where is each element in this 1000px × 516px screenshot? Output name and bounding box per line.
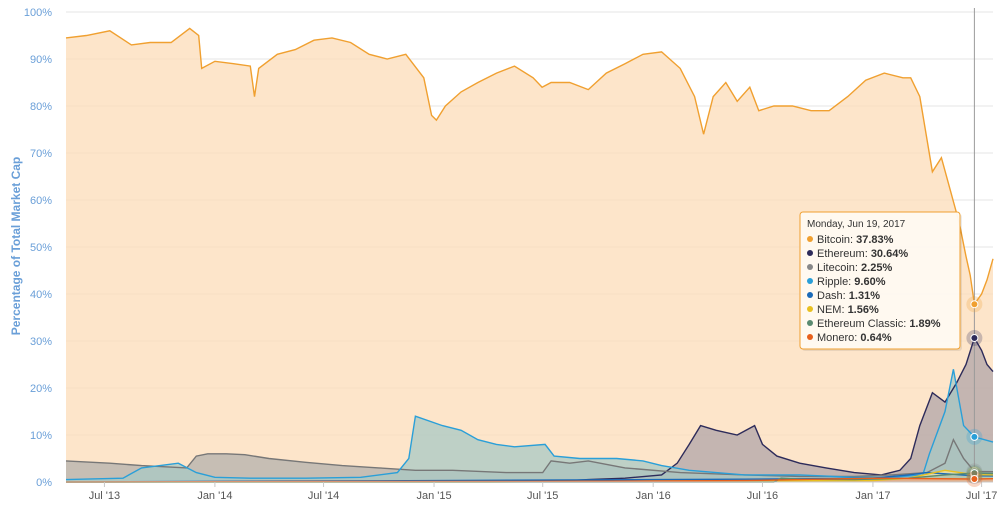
y-axis-label: Percentage of Total Market Cap: [9, 157, 23, 336]
ethereum-classic-tooltip-label: Ethereum Classic:: [817, 318, 909, 330]
y-tick-label: 70%: [30, 148, 52, 160]
ethereum-classic-tooltip-swatch: [807, 320, 813, 326]
ripple-tooltip-label: Ripple:: [817, 276, 854, 288]
dash-tooltip-value: 1.31%: [849, 290, 880, 302]
bitcoin-tooltip-swatch: [807, 236, 813, 242]
y-tick-label: 40%: [30, 289, 52, 301]
ripple-area: [66, 369, 993, 482]
bitcoin-marker: [970, 300, 979, 309]
y-tick-label: 90%: [30, 54, 52, 66]
y-tick-label: 60%: [30, 195, 52, 207]
monero-tooltip-entry: Monero: 0.64%: [817, 332, 892, 344]
litecoin-tooltip-label: Litecoin:: [817, 262, 861, 274]
ripple-tooltip-entry: Ripple: 9.60%: [817, 276, 886, 288]
ethereum-classic-tooltip-value: 1.89%: [909, 318, 940, 330]
ethereum-tooltip-label: Ethereum:: [817, 248, 871, 260]
nem-tooltip-value: 1.56%: [848, 304, 879, 316]
monero-marker: [970, 474, 979, 483]
x-tick-label: Jul '15: [527, 490, 558, 502]
dash-tooltip-entry: Dash: 1.31%: [817, 290, 880, 302]
x-tick-label: Jul '14: [308, 490, 339, 502]
ethereum-tooltip-entry: Ethereum: 30.64%: [817, 248, 908, 260]
x-tick-label: Jul '13: [89, 490, 120, 502]
bitcoin-area: [66, 28, 993, 483]
bitcoin-tooltip-value: 37.83%: [856, 234, 894, 246]
litecoin-tooltip-entry: Litecoin: 2.25%: [817, 262, 892, 274]
x-tick-label: Jul '16: [747, 490, 778, 502]
tooltip-box: [799, 211, 961, 350]
y-tick-label: 100%: [24, 7, 52, 19]
x-tick-label: Jan '15: [416, 490, 451, 502]
litecoin-area: [66, 439, 993, 482]
y-tick-label: 30%: [30, 336, 52, 348]
bitcoin-tooltip-entry: Bitcoin: 37.83%: [817, 234, 894, 246]
x-tick-label: Jul '17: [966, 490, 997, 502]
y-tick-label: 10%: [30, 430, 52, 442]
x-axis: Jul '13 Jan '14 Jul '14 Jan '15 Jul '15 Jan '…: [66, 481, 997, 502]
ripple-line: [65, 369, 994, 481]
series-lines: [65, 27, 994, 483]
nem-tooltip-label: NEM:: [817, 304, 848, 316]
nem-tooltip-entry: NEM: 1.56%: [817, 304, 879, 316]
ripple-marker: [970, 432, 979, 441]
tooltip-date: Monday, Jun 19, 2017: [807, 219, 906, 230]
dash-tooltip-swatch: [807, 292, 813, 298]
ripple-tooltip-value: 9.60%: [854, 276, 885, 288]
nem-tooltip-swatch: [807, 306, 813, 312]
ethereum-area: [66, 338, 993, 482]
monero-tooltip-label: Monero:: [817, 332, 860, 344]
hover-markers: [966, 296, 983, 487]
litecoin-tooltip-swatch: [807, 264, 813, 270]
ethereum-classic-tooltip-entry: Ethereum Classic: 1.89%: [817, 318, 941, 330]
dash-tooltip-label: Dash:: [817, 290, 849, 302]
litecoin-tooltip-value: 2.25%: [861, 262, 892, 274]
monero-tooltip-swatch: [807, 334, 813, 340]
y-tick-label: 0%: [36, 477, 52, 489]
y-axis: 0% 10% 20% 30% 40% 50% 60% 70% 80% 90% 100%: [24, 7, 52, 489]
bitcoin-line: [65, 27, 994, 307]
x-tick-label: Jan '17: [855, 490, 890, 502]
ethereum-tooltip-value: 30.64%: [871, 248, 909, 260]
x-tick-label: Jan '16: [636, 490, 671, 502]
ethereum-tooltip-swatch: [807, 250, 813, 256]
y-tick-label: 50%: [30, 242, 52, 254]
ethereum-line: [65, 336, 994, 483]
y-tick-label: 80%: [30, 101, 52, 113]
tooltip: Monday, Jun 19, 2017 Bitcoin: 37.83% Ether…: [799, 211, 962, 351]
series-areas: [66, 28, 993, 483]
ripple-tooltip-swatch: [807, 278, 813, 284]
ethereum-classic-line: [66, 472, 994, 483]
monero-tooltip-value: 0.64%: [860, 332, 891, 344]
bitcoin-tooltip-label: Bitcoin:: [817, 234, 856, 246]
x-tick-label: Jan '14: [197, 490, 232, 502]
y-tick-label: 20%: [30, 383, 52, 395]
ethereum-marker: [970, 333, 979, 342]
